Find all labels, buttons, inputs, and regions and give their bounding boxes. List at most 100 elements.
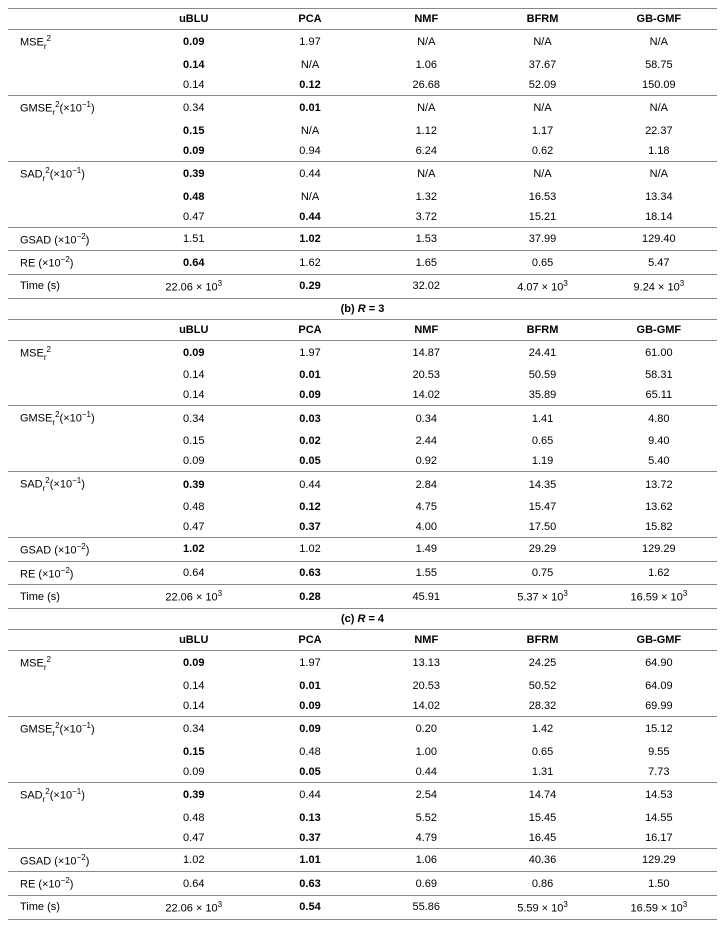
table-cell: 4.75 xyxy=(368,497,484,517)
table-cell: 14.02 xyxy=(368,385,484,406)
table-cell: 1.12 xyxy=(368,121,484,141)
table-cell: N/A xyxy=(252,121,368,141)
table-cell: 0.09 xyxy=(252,385,368,406)
table-cell: 3.72 xyxy=(368,207,484,228)
table-cell: 9.55 xyxy=(601,742,717,762)
table-cell: 1.17 xyxy=(484,121,600,141)
section-title: (b) R = 3 xyxy=(8,298,717,319)
table-cell: 0.05 xyxy=(252,451,368,472)
table-cell: 1.06 xyxy=(368,55,484,75)
table-cell: 37.67 xyxy=(484,55,600,75)
table-cell: 32.02 xyxy=(368,274,484,298)
table-cell: 14.74 xyxy=(484,782,600,807)
column-header: PCA xyxy=(252,630,368,651)
section-title: (c) R = 4 xyxy=(8,609,717,630)
table-cell: 0.44 xyxy=(252,207,368,228)
row-label xyxy=(8,742,136,762)
table-cell: N/A xyxy=(601,161,717,186)
table-cell: 16.59 × 103 xyxy=(601,895,717,919)
table-cell: 0.29 xyxy=(252,274,368,298)
table-cell: 22.06 × 103 xyxy=(136,895,252,919)
table-cell: 0.09 xyxy=(136,762,252,783)
table-cell: 1.49 xyxy=(368,538,484,562)
table-cell: 4.80 xyxy=(601,406,717,431)
table-cell: 150.09 xyxy=(601,75,717,96)
row-label: GSAD (×10−2) xyxy=(8,848,136,872)
table-cell: 1.02 xyxy=(136,538,252,562)
table-cell: 5.40 xyxy=(601,451,717,472)
row-label xyxy=(8,828,136,849)
table-cell: 20.53 xyxy=(368,365,484,385)
row-label xyxy=(8,497,136,517)
table-cell: 16.53 xyxy=(484,187,600,207)
table-cell: 0.48 xyxy=(136,808,252,828)
row-label xyxy=(8,55,136,75)
table-cell: 129.29 xyxy=(601,848,717,872)
row-label: SADr2(×10−1) xyxy=(8,472,136,497)
table-cell: 0.64 xyxy=(136,251,252,275)
table-cell: 26.68 xyxy=(368,75,484,96)
table-cell: 0.39 xyxy=(136,161,252,186)
table-cell: 50.52 xyxy=(484,676,600,696)
table-cell: 18.14 xyxy=(601,207,717,228)
row-label xyxy=(8,762,136,783)
table-cell: 13.13 xyxy=(368,651,484,676)
table-cell: 1.06 xyxy=(368,848,484,872)
table-cell: 13.34 xyxy=(601,187,717,207)
table-cell: 1.00 xyxy=(368,742,484,762)
table-cell: 1.97 xyxy=(252,30,368,55)
table-cell: 0.65 xyxy=(484,431,600,451)
column-header: GB-GMF xyxy=(601,630,717,651)
row-label: Time (s) xyxy=(8,585,136,609)
table-cell: 129.29 xyxy=(601,538,717,562)
table-cell: 0.02 xyxy=(252,431,368,451)
table-cell: 0.14 xyxy=(136,55,252,75)
table-cell: 1.01 xyxy=(252,848,368,872)
table-cell: 0.44 xyxy=(252,782,368,807)
table-cell: 58.31 xyxy=(601,365,717,385)
table-cell: 0.69 xyxy=(368,872,484,896)
table-cell: 0.37 xyxy=(252,517,368,538)
table-cell: 0.62 xyxy=(484,141,600,162)
table-cell: N/A xyxy=(368,30,484,55)
table-cell: N/A xyxy=(368,161,484,186)
table-cell: 28.32 xyxy=(484,696,600,717)
table-cell: 22.06 × 103 xyxy=(136,274,252,298)
table-cell: 52.09 xyxy=(484,75,600,96)
column-header: uBLU xyxy=(136,319,252,340)
header-blank xyxy=(8,9,136,30)
table-cell: 5.47 xyxy=(601,251,717,275)
table-cell: 24.41 xyxy=(484,340,600,365)
column-header: BFRM xyxy=(484,630,600,651)
row-label: GMSEr2(×10−1) xyxy=(8,406,136,431)
table-cell: 2.54 xyxy=(368,782,484,807)
table-cell: 1.53 xyxy=(368,227,484,251)
table-cell: 0.44 xyxy=(252,161,368,186)
table-cell: N/A xyxy=(484,95,600,120)
column-header: NMF xyxy=(368,9,484,30)
table-cell: N/A xyxy=(601,30,717,55)
table-cell: 58.75 xyxy=(601,55,717,75)
table-cell: 7.73 xyxy=(601,762,717,783)
table-cell: 0.64 xyxy=(136,872,252,896)
table-cell: 0.86 xyxy=(484,872,600,896)
table-cell: 0.92 xyxy=(368,451,484,472)
column-header: uBLU xyxy=(136,630,252,651)
table-cell: 0.14 xyxy=(136,75,252,96)
row-label: SADr2(×10−1) xyxy=(8,782,136,807)
table-cell: 16.45 xyxy=(484,828,600,849)
table-cell: 17.50 xyxy=(484,517,600,538)
table-cell: 129.40 xyxy=(601,227,717,251)
table-cell: N/A xyxy=(484,30,600,55)
table-cell: 0.09 xyxy=(136,451,252,472)
table-cell: 0.09 xyxy=(136,340,252,365)
table-cell: 1.62 xyxy=(601,561,717,585)
table-cell: 1.65 xyxy=(368,251,484,275)
table-cell: 2.44 xyxy=(368,431,484,451)
table-cell: 24.25 xyxy=(484,651,600,676)
column-header: PCA xyxy=(252,9,368,30)
table-cell: N/A xyxy=(484,161,600,186)
table-cell: 0.09 xyxy=(136,141,252,162)
table-cell: 0.14 xyxy=(136,696,252,717)
row-label: RE (×10−2) xyxy=(8,872,136,896)
